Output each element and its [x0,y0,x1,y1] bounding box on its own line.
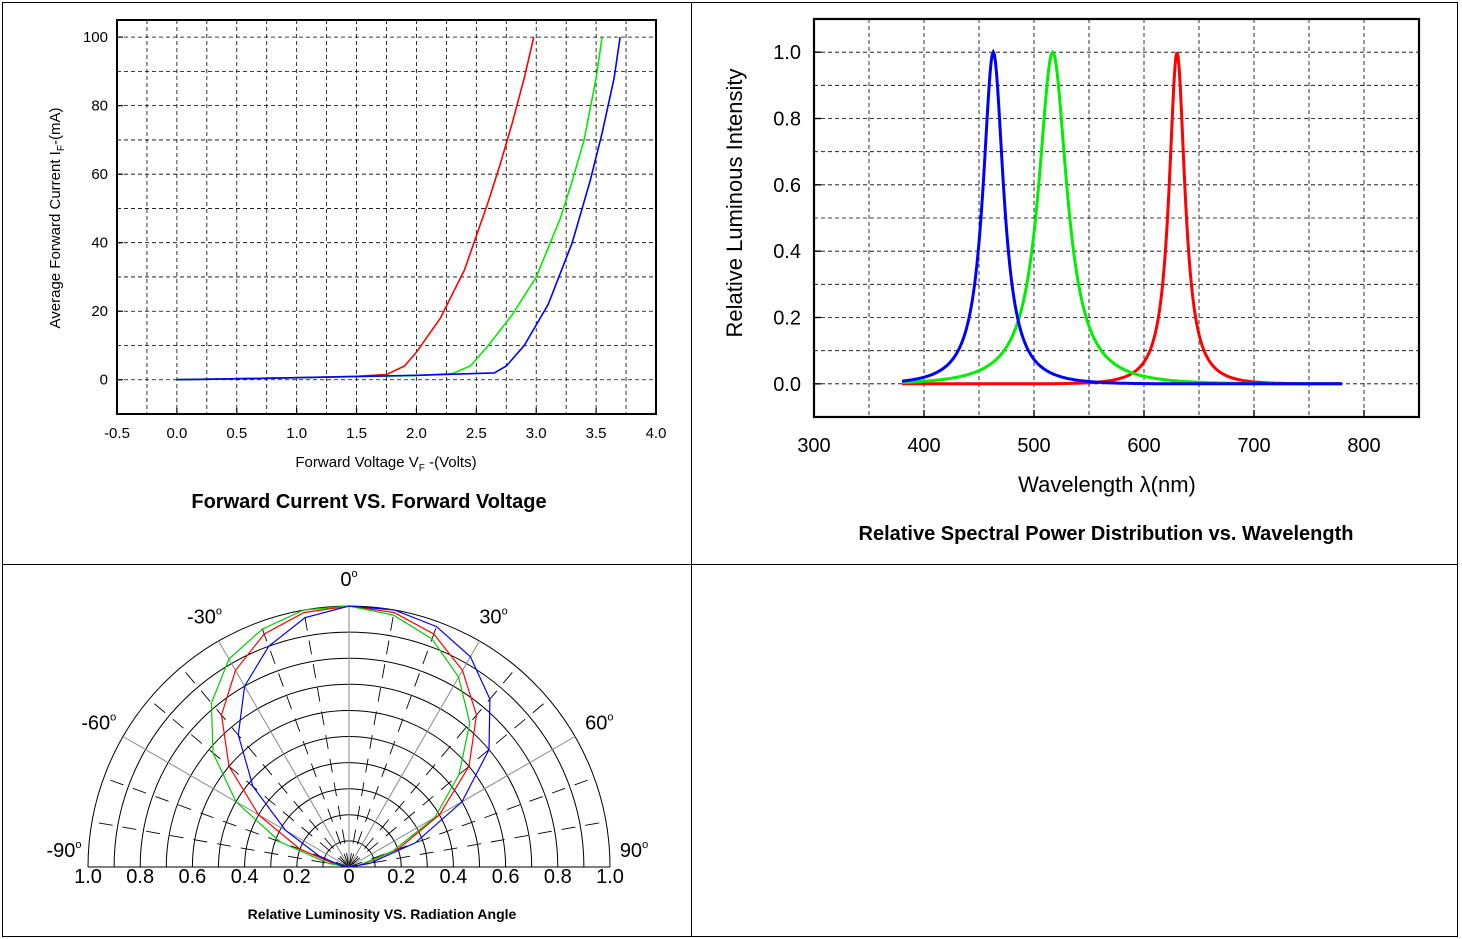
x-tick-label: 800 [1347,435,1380,457]
chart-title: Relative Luminosity VS. Radiation Angle [248,906,517,922]
y-axis-label: Relative Luminous Intensity [722,68,747,337]
y-tick-label: 0.2 [773,308,801,330]
polar-spoke [348,821,607,868]
polar-spoke [348,777,595,868]
radial-label: 0.8 [126,866,154,888]
y-tick-label: 0.0 [773,374,801,396]
series-line-2 [176,36,621,381]
series-line-2 [901,48,1342,386]
x-tick-label: 3.0 [526,425,547,442]
angle-label: 60o [585,712,613,735]
table-divider-vertical [691,3,692,936]
radial-label: 0.8 [544,866,572,888]
polar-spoke [348,698,550,868]
radial-label: 0.4 [439,866,467,888]
x-tick-label: 2.5 [466,425,487,442]
polar-spoke [180,666,350,868]
radial-label: 0.4 [231,866,259,888]
x-tick-label: 300 [797,435,830,457]
polar-spoke [303,609,350,868]
chart-spectral: 300 400 500 600 700 800 0.0 0.2 0.4 0.6 0.8 1.0 Wave… [722,17,1421,545]
angle-label: -60o [81,712,116,735]
angle-label: -90o [46,839,81,862]
x-tick-label: 600 [1127,435,1160,457]
x-tick-label: 0.0 [166,425,187,442]
radial-label: 1.0 [74,866,102,888]
polar-spoke [348,666,518,868]
radial-label: 0.6 [492,866,520,888]
y-tick-label: 100 [83,29,108,46]
plot-frame [116,19,657,415]
angle-label: 30o [479,606,507,629]
polar-spoke [91,821,350,868]
radial-label: 0.2 [283,866,311,888]
x-tick-label: 500 [1017,435,1050,457]
x-tick-label: 4.0 [646,425,667,442]
y-tick-label: 80 [91,98,108,115]
y-tick-label: 1.0 [773,42,801,64]
y-tick-label: 0 [100,372,108,389]
polar-spoke [348,640,480,868]
x-tick-label: 0.5 [226,425,247,442]
angle-label: 90o [620,839,648,862]
x-tick-label: 400 [907,435,940,457]
y-tick-label: 20 [91,303,108,320]
y-tick-label: 0.4 [773,241,801,263]
polar-spoke [259,621,350,868]
polar-spoke [103,777,350,868]
angle-label: -30o [187,606,222,629]
polar-spoke [148,698,350,868]
angle-label: 0o [340,568,357,591]
y-tick-label: 0.6 [773,175,801,197]
y-axis-label: Average Forward Current IF-(mA) [47,108,67,329]
radial-label: 0.2 [387,866,415,888]
x-tick-label: 700 [1237,435,1270,457]
polar-spoke [348,621,439,868]
x-axis-label: Forward Voltage VF -(Volts) [295,454,476,474]
table-divider-horizontal [3,564,1457,565]
polar-spoke [348,609,395,868]
plot-frame [812,17,1421,419]
x-tick-label: 1.5 [346,425,367,442]
x-tick-label: 2.0 [406,425,427,442]
x-tick-label: -0.5 [104,425,130,442]
radial-label: 1.0 [596,866,624,888]
y-tick-label: 40 [91,235,108,252]
y-tick-label: 60 [91,166,108,183]
x-tick-label: 1.0 [286,425,307,442]
x-tick-label: 3.5 [586,425,607,442]
chart-title: Relative Spectral Power Distribution vs.… [859,523,1354,545]
x-axis-label: Wavelength λ(nm) [1018,472,1196,497]
chart-polar: 0o -30o 30o -60o 60o -90o 90o 1.0 0.8 0.6 0.4 0.2 0 0… [46,568,648,922]
radial-label: 0 [343,866,354,888]
polar-spoke [218,640,350,868]
chart-title: Forward Current VS. Forward Voltage [191,491,546,513]
radial-label: 0.6 [178,866,206,888]
y-tick-label: 0.8 [773,109,801,131]
chart-forward-current: -0.5 0.0 0.5 1.0 1.5 2.0 2.5 3.0 3.5 4.0 0 20 40 60 80… [47,19,667,513]
series-line-2 [237,605,491,868]
